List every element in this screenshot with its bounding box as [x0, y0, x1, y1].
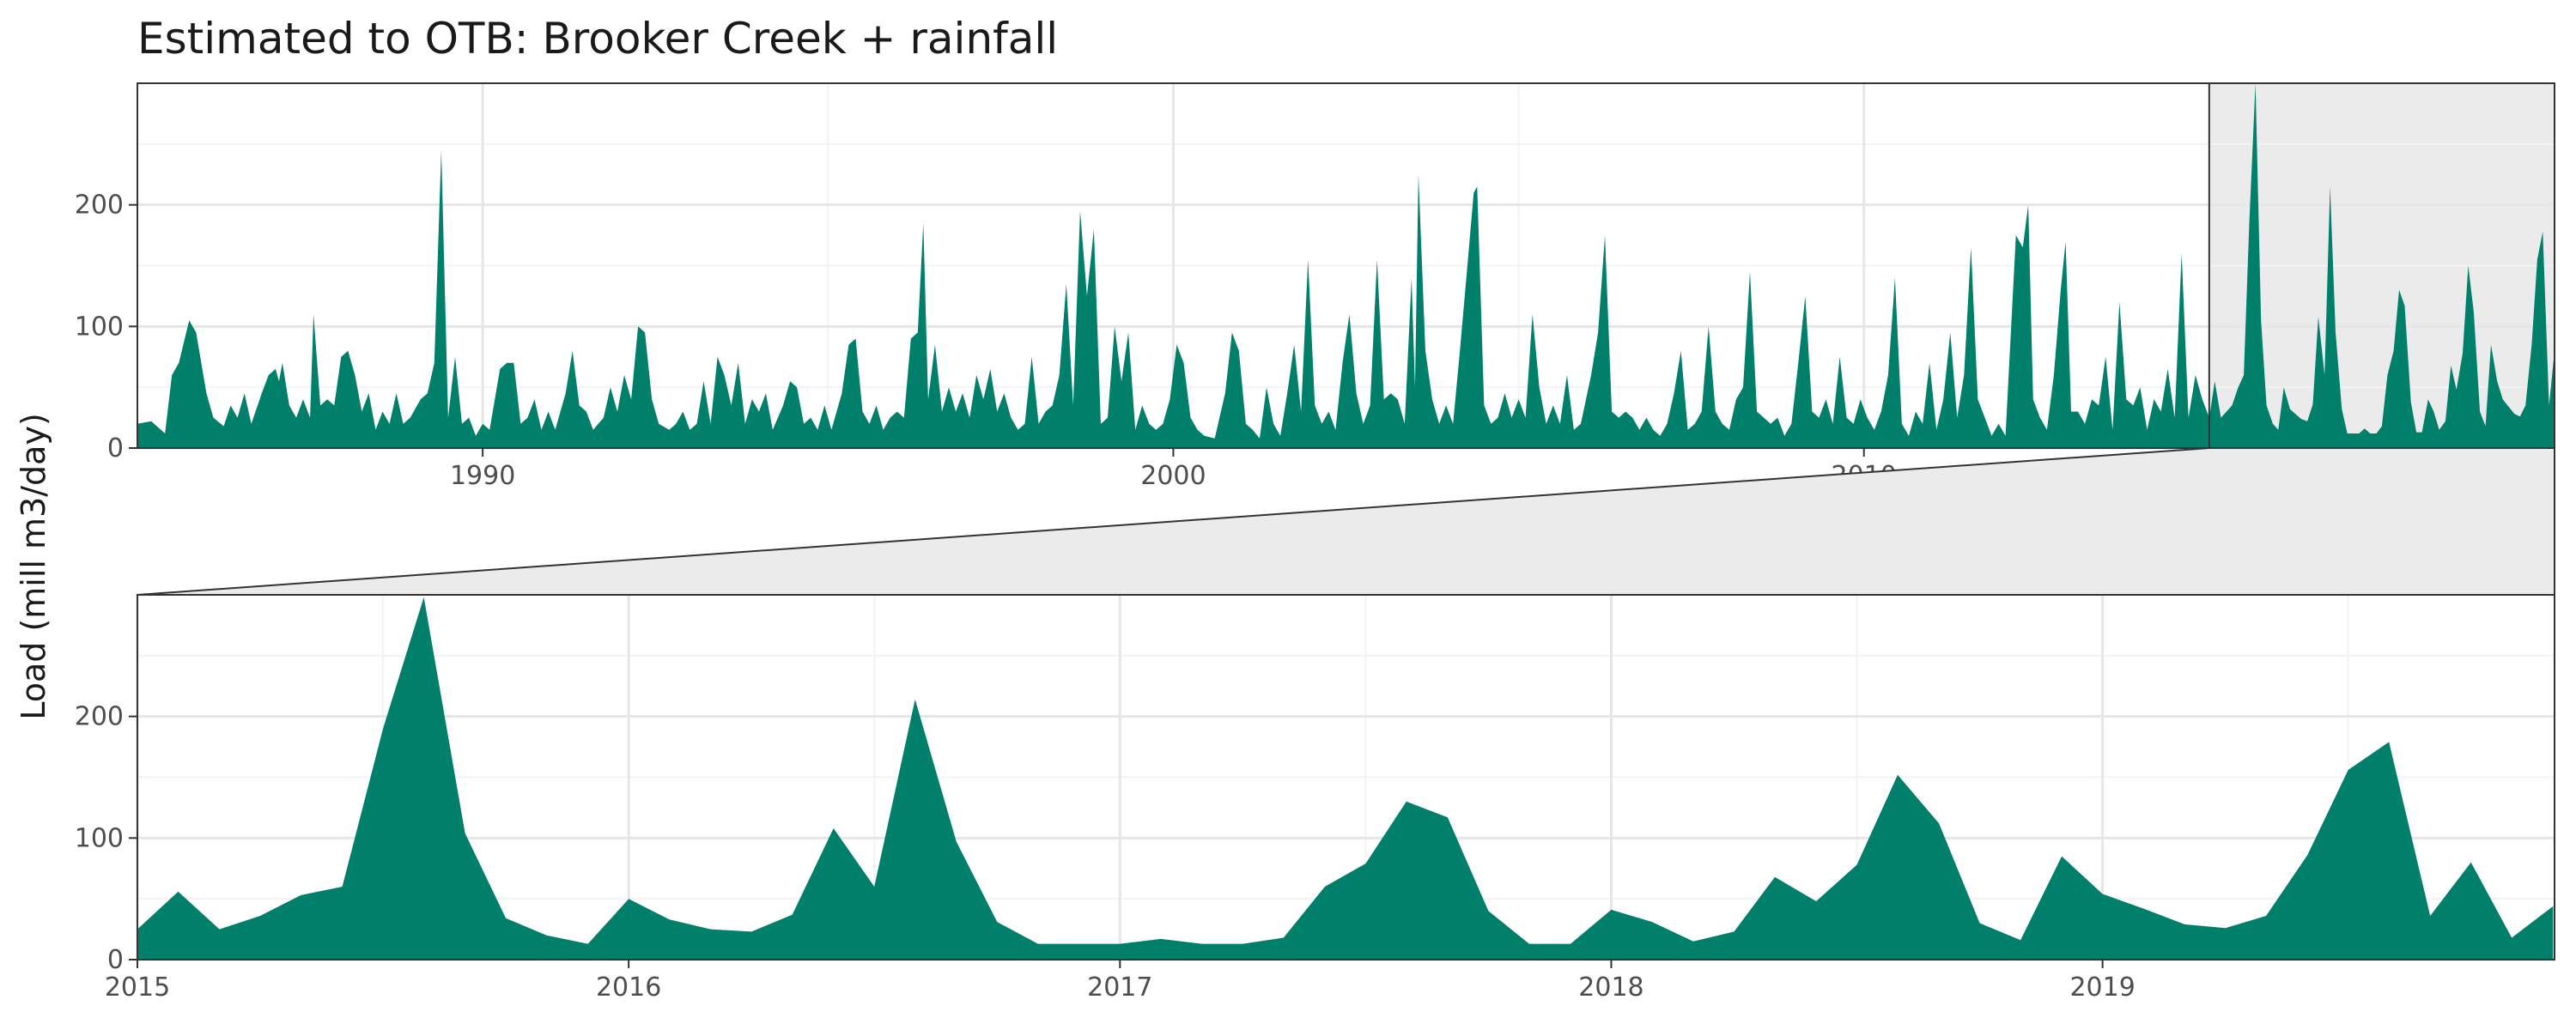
y-tick-label: 100 [75, 312, 124, 342]
y-tick-label: 0 [107, 945, 124, 975]
y-tick-label: 200 [75, 702, 124, 732]
y-axis-title: Load (mill m3/day) [15, 413, 52, 720]
x-tick-label: 2000 [1140, 461, 1206, 491]
y-tick-label: 200 [75, 191, 124, 221]
zoom-y-axis: 0 100 200 [75, 702, 137, 975]
chart-title: Estimated to OTB: Brooker Creek + rainfa… [137, 14, 1058, 64]
x-tick-label: 2019 [2069, 972, 2135, 1003]
overview-area-series [137, 83, 2555, 448]
zoom-area-series [137, 597, 2554, 960]
x-tick-label: 2017 [1087, 972, 1152, 1003]
overview-y-axis: 0 100 200 [75, 191, 137, 464]
x-tick-label: 2015 [105, 972, 170, 1003]
zoom-x-axis: 2015 2016 2017 2018 2019 [105, 960, 2136, 1003]
zoom-panel: 0 100 200 2015 2016 2017 2018 2019 [75, 594, 2555, 1003]
x-tick-label: 2018 [1578, 972, 1643, 1003]
overview-panel-border [137, 82, 2555, 449]
x-tick-label: 2016 [596, 972, 661, 1003]
zoom-panel-border [137, 594, 2555, 960]
y-tick-label: 0 [107, 433, 124, 464]
x-tick-label: 1990 [450, 461, 515, 491]
overview-x-axis: 199020002010 [450, 448, 1897, 491]
y-tick-label: 100 [75, 823, 124, 853]
